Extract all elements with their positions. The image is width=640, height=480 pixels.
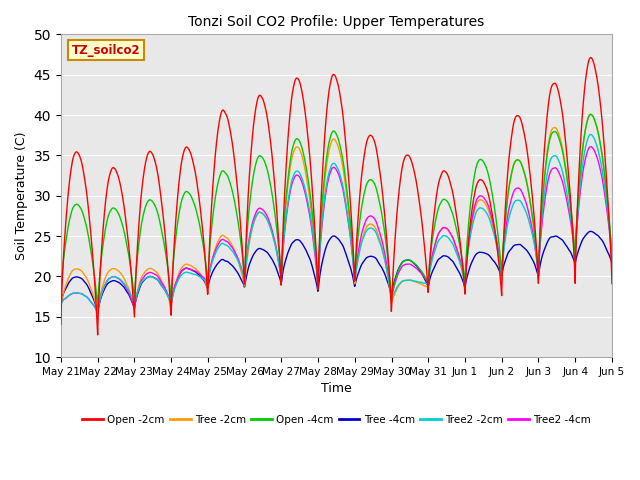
Title: Tonzi Soil CO2 Profile: Upper Temperatures: Tonzi Soil CO2 Profile: Upper Temperatur…: [188, 15, 484, 29]
Y-axis label: Soil Temperature (C): Soil Temperature (C): [15, 132, 28, 260]
Legend: Open -2cm, Tree -2cm, Open -4cm, Tree -4cm, Tree2 -2cm, Tree2 -4cm: Open -2cm, Tree -2cm, Open -4cm, Tree -4…: [78, 411, 595, 429]
Text: TZ_soilco2: TZ_soilco2: [72, 44, 141, 57]
X-axis label: Time: Time: [321, 383, 352, 396]
